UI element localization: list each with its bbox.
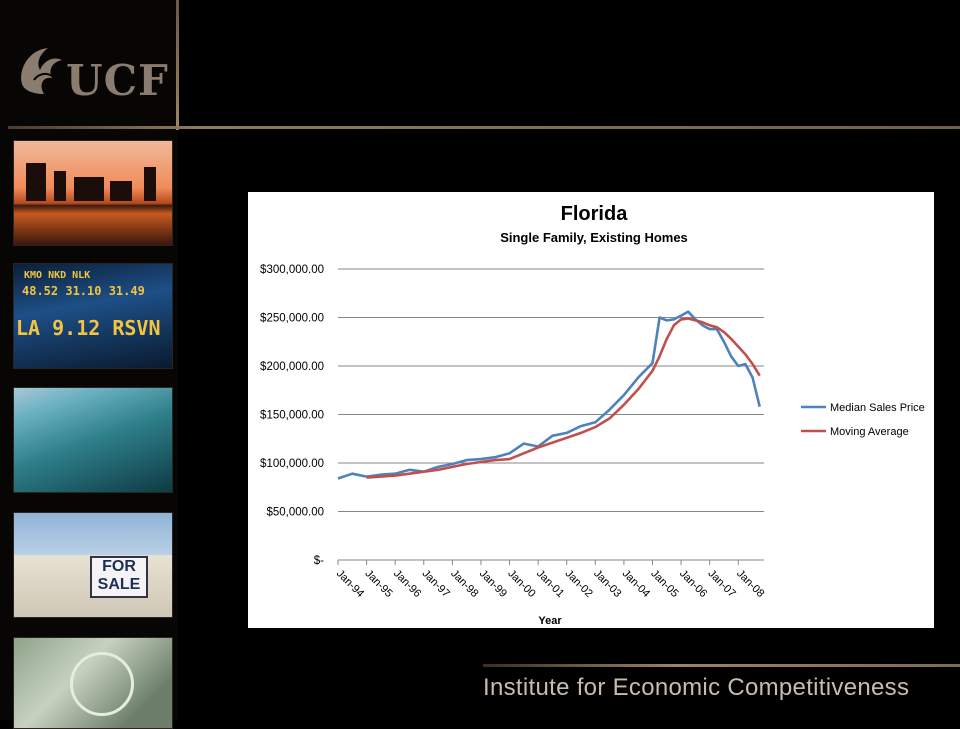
chart-subtitle: Single Family, Existing Homes (500, 230, 688, 245)
x-tick-label: Jan-96 (391, 568, 423, 600)
footer-divider (483, 664, 960, 667)
x-tick-label: Jan-02 (563, 568, 595, 600)
stock-ticker-photo: KMO NKD NLK 48.52 31.10 31.49 LA 9.12 RS… (13, 263, 173, 369)
x-tick-label: Jan-07 (706, 568, 738, 600)
x-tick-label: Jan-01 (534, 568, 566, 600)
series-line-moving-average (366, 317, 761, 479)
y-tick-label: $- (314, 555, 324, 567)
x-tick-label: Jan-03 (591, 568, 623, 600)
series-line-median-sales-price (337, 310, 761, 480)
legend-label: Moving Average (830, 426, 909, 438)
x-tick-label: Jan-97 (420, 568, 452, 600)
y-tick-label: $200,000.00 (260, 361, 324, 373)
x-tick-label: Jan-95 (362, 568, 394, 600)
coastline-aerial-photo (13, 387, 173, 493)
y-tick-label: $150,000.00 (260, 410, 324, 422)
x-tick-label: Jan-00 (505, 568, 537, 600)
x-tick-label: Jan-06 (677, 568, 709, 600)
for-sale-sign: FOR SALE (90, 556, 148, 598)
skyline-sunset-photo (13, 140, 173, 246)
y-tick-label: $300,000.00 (260, 264, 324, 276)
ticker-top: KMO NKD NLK (24, 270, 91, 281)
vertical-divider (176, 0, 179, 130)
x-tick-label: Jan-98 (448, 568, 480, 600)
x-tick-label: Jan-94 (334, 568, 366, 600)
ucf-wordmark: UCF (66, 56, 169, 105)
ticker-bottom: LA 9.12 RSVN (16, 316, 161, 340)
x-tick-label: Jan-05 (648, 568, 680, 600)
line-chart: Florida Single Family, Existing Homes $-… (260, 203, 925, 627)
footer-institute-name: Institute for Economic Competitiveness (483, 674, 910, 701)
x-tick-label: Jan-04 (620, 568, 652, 600)
x-tick-label: Jan-99 (477, 568, 509, 600)
y-tick-label: $50,000.00 (266, 507, 324, 519)
horizontal-divider (8, 126, 960, 129)
legend-label: Median Sales Price (830, 402, 925, 414)
ticker-mid: 48.52 31.10 31.49 (22, 284, 145, 298)
y-tick-label: $100,000.00 (260, 458, 324, 470)
y-tick-label: $250,000.00 (260, 313, 324, 325)
seal-icon (70, 652, 134, 716)
pegasus-icon (21, 48, 63, 94)
chart-title: Florida (561, 203, 629, 225)
chart-panel: Florida Single Family, Existing Homes $-… (248, 192, 934, 628)
x-tick-label: Jan-08 (734, 568, 766, 600)
x-axis-label: Year (538, 615, 562, 627)
